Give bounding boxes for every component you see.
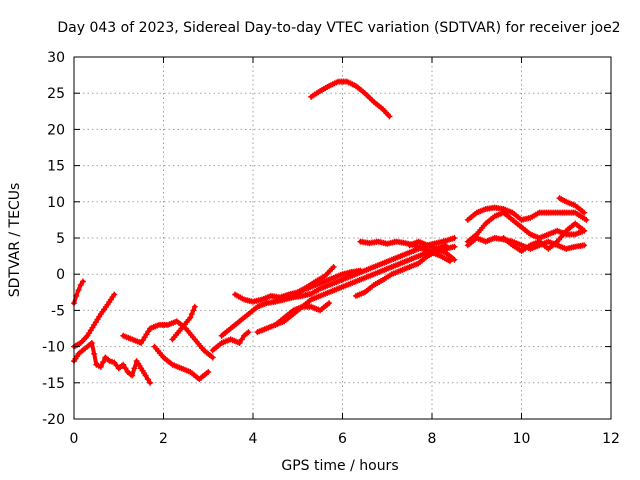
data-point (75, 287, 82, 294)
y-tick-label: 0 (56, 267, 65, 283)
data-point (142, 372, 149, 379)
x-tick-label: 0 (70, 431, 79, 447)
data-point (120, 361, 127, 368)
data-point (451, 256, 458, 263)
series-s12 (294, 263, 337, 296)
series-s1 (71, 278, 86, 307)
data-point (77, 282, 84, 289)
data-point (209, 354, 216, 361)
y-tick-label: -20 (42, 412, 65, 428)
data-point (451, 235, 458, 241)
data-point (97, 363, 104, 370)
y-tick-label: 5 (56, 231, 65, 247)
data-point (330, 263, 337, 270)
data-point (451, 243, 458, 250)
y-tick-label: 15 (47, 159, 65, 175)
data-point (187, 314, 194, 321)
series-s6 (169, 303, 198, 343)
series-trace (170, 304, 197, 342)
series-s21 (556, 195, 588, 216)
data-point (190, 307, 197, 314)
data-point (446, 258, 453, 265)
y-tick-label: -15 (42, 376, 65, 392)
x-tick-label: 12 (602, 431, 620, 447)
data-point (188, 311, 195, 318)
data-point (581, 242, 588, 249)
series-s3 (71, 339, 154, 386)
x-tick-label: 8 (428, 431, 437, 447)
series-s13 (308, 78, 393, 120)
data-point (191, 303, 198, 310)
y-axis-label: SDTVAR / TECUs (7, 183, 23, 298)
x-tick-label: 4 (249, 431, 258, 447)
y-tick-label: -5 (51, 303, 65, 319)
series-s2 (71, 291, 118, 350)
data-point (245, 329, 252, 336)
series-s20 (500, 220, 588, 255)
data-point (147, 379, 154, 386)
chart-title: Day 043 of 2023, Sidereal Day-to-day VTE… (57, 20, 620, 36)
data-point (144, 376, 151, 383)
y-tick-label: 10 (47, 195, 65, 211)
series-s7 (209, 329, 252, 354)
data-point (131, 365, 138, 372)
series-s11 (272, 300, 333, 328)
data-point (236, 339, 243, 346)
data-point (386, 113, 393, 120)
data-point (100, 359, 107, 366)
series-s17 (464, 204, 590, 223)
data-point (583, 216, 590, 223)
x-tick-label: 2 (159, 431, 168, 447)
x-tick-label: 10 (513, 431, 531, 447)
data-point (581, 227, 588, 234)
data-point (238, 336, 245, 343)
series-s16 (406, 238, 458, 263)
data-point (205, 368, 212, 375)
series-s5 (151, 343, 212, 383)
x-axis-label: GPS time / hours (281, 458, 398, 474)
data-point (79, 278, 86, 285)
axis-ticks: 0 2 4 6 8 10 12 -20 -15 -10 -5 0 5 10 15 20 25 30 (42, 50, 620, 447)
x-tick-label: 6 (338, 431, 347, 447)
data-point (129, 372, 136, 379)
data-point (91, 350, 98, 357)
y-tick-label: 20 (47, 122, 65, 138)
series-s15 (357, 238, 453, 265)
series-s10 (254, 242, 449, 336)
y-tick-label: -10 (42, 340, 65, 356)
data-point (326, 300, 333, 307)
plot-area (71, 78, 590, 386)
y-tick-label: 30 (47, 50, 65, 66)
data-point (111, 291, 118, 298)
data-point (122, 365, 129, 372)
data-point (88, 339, 95, 346)
data-point (357, 267, 364, 274)
data-point (581, 209, 588, 216)
y-tick-label: 25 (47, 86, 65, 102)
